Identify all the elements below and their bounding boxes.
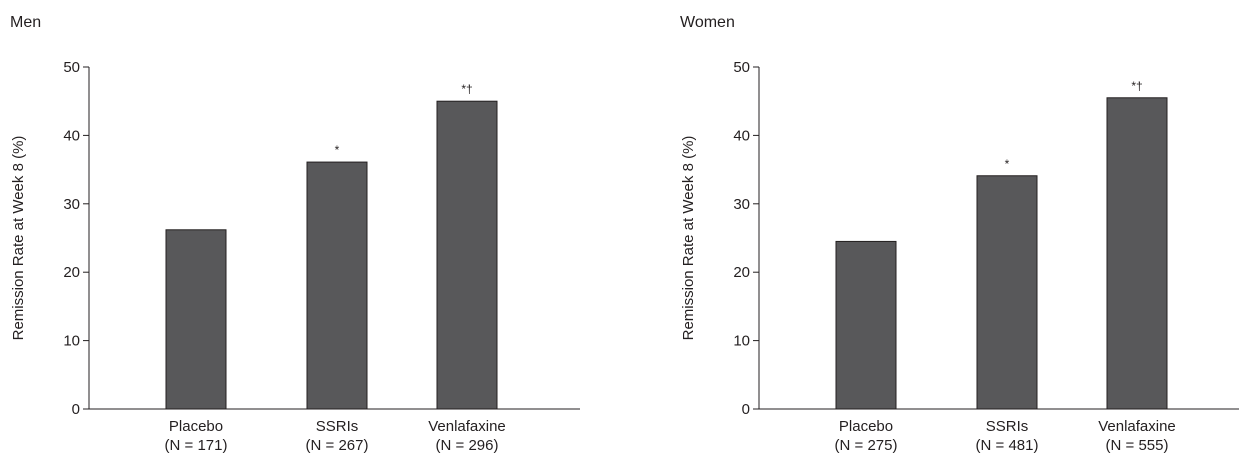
y-tick-label: 10 (733, 333, 750, 350)
x-tick-sublabel: (N = 555) (1106, 437, 1169, 454)
bar-ssris (306, 161, 368, 410)
chart-panel-men: Men 0 10 20 30 40 50 Remission Rate at Week 8 … (0, 0, 600, 455)
y-tick-label: 0 (742, 401, 750, 418)
y-tick-label: 20 (63, 264, 80, 281)
significance-marker: * (1005, 157, 1010, 171)
x-tick-label: Placebo (169, 418, 223, 435)
bar-venlafaxine (1106, 97, 1168, 410)
y-tick-label: 30 (63, 196, 80, 213)
x-tick-sublabel: (N = 267) (306, 437, 369, 454)
bar-placebo (165, 229, 227, 410)
x-tick-label: SSRIs (986, 418, 1029, 435)
x-tick-sublabel: (N = 481) (976, 437, 1039, 454)
y-tick-label: 0 (72, 401, 80, 418)
x-tick-sublabel: (N = 275) (835, 437, 898, 454)
bar-venlafaxine (436, 100, 498, 410)
y-axis-label: Remission Rate at Week 8 (%) (10, 136, 27, 341)
significance-marker: *† (1131, 79, 1142, 93)
x-tick-label: Venlafaxine (1098, 418, 1176, 435)
x-tick-label: Placebo (839, 418, 893, 435)
y-tick-label: 30 (733, 196, 750, 213)
bar-ssris (976, 175, 1038, 410)
y-tick-label: 20 (733, 264, 750, 281)
chart-panel-women: Women 0 10 20 30 40 50 Remission Rate at Week … (670, 0, 1239, 455)
x-tick-label: SSRIs (316, 418, 359, 435)
bar-chart-men: 0 10 20 30 40 50 Remission Rate at Week 8 (%) P… (10, 59, 580, 454)
y-tick-label: 50 (733, 59, 750, 76)
chart-title: Women (680, 14, 735, 31)
x-tick-label: Venlafaxine (428, 418, 506, 435)
y-tick-label: 40 (63, 127, 80, 144)
y-axis-label: Remission Rate at Week 8 (%) (680, 136, 697, 341)
significance-marker: *† (461, 82, 472, 96)
chart-title: Men (10, 14, 42, 31)
y-tick-label: 10 (63, 333, 80, 350)
x-tick-sublabel: (N = 296) (436, 437, 499, 454)
bar-placebo (835, 240, 897, 410)
significance-marker: * (335, 143, 340, 157)
bar-chart-women: 0 10 20 30 40 50 Remission Rate at Week 8 (%) P… (680, 59, 1239, 454)
y-tick-label: 40 (733, 127, 750, 144)
y-tick-label: 50 (63, 59, 80, 76)
x-tick-sublabel: (N = 171) (165, 437, 228, 454)
